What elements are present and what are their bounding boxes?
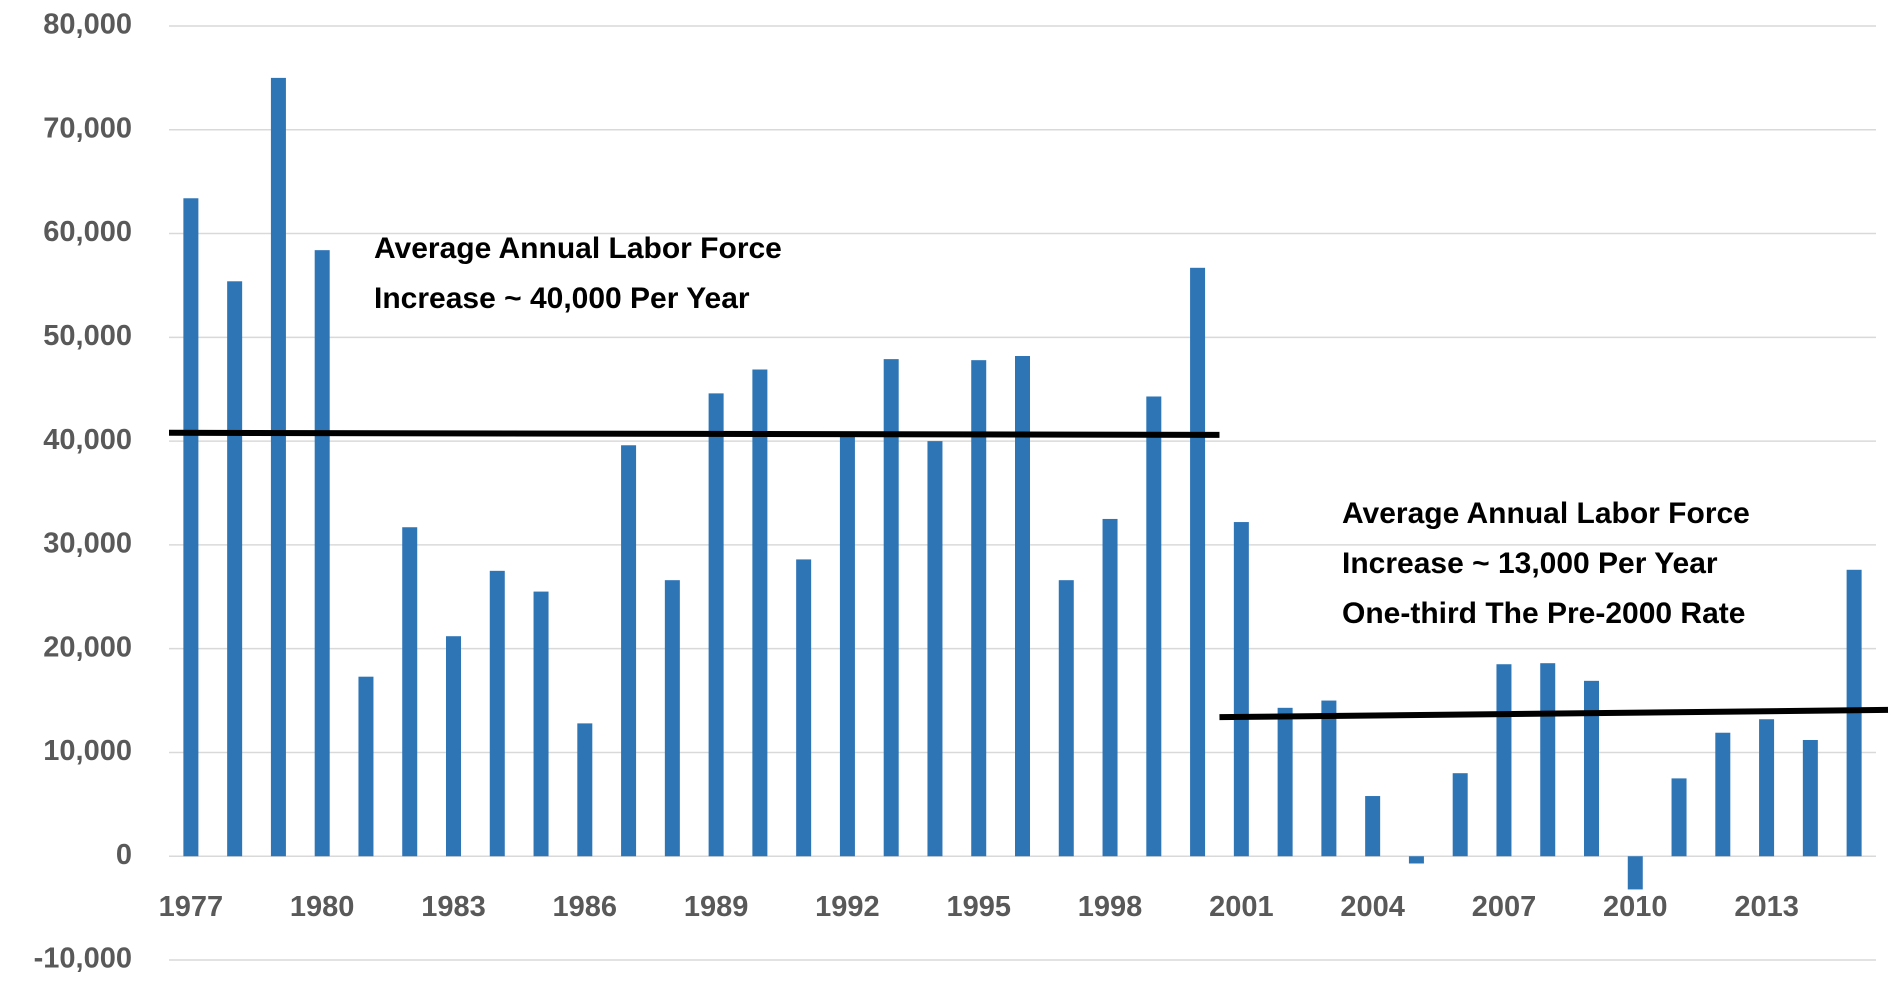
bar bbox=[664, 580, 680, 857]
bar bbox=[270, 77, 286, 857]
x-tick-label: 1992 bbox=[815, 891, 880, 923]
bar bbox=[927, 441, 943, 857]
y-tick-label: 50,000 bbox=[43, 320, 132, 352]
bar bbox=[1496, 664, 1512, 857]
bar bbox=[577, 723, 593, 857]
bar bbox=[1233, 522, 1249, 857]
x-tick-label: 1995 bbox=[946, 891, 1011, 923]
bar bbox=[1408, 856, 1424, 864]
x-tick-label: 2007 bbox=[1472, 891, 1537, 923]
bar bbox=[1715, 732, 1731, 857]
bar bbox=[1452, 773, 1468, 857]
bar bbox=[971, 360, 987, 857]
bar bbox=[1190, 267, 1206, 857]
y-tick-label: 0 bbox=[116, 839, 132, 871]
annotation: Average Annual Labor Force bbox=[374, 232, 782, 265]
bar bbox=[1102, 518, 1118, 857]
bar bbox=[883, 359, 899, 857]
x-tick-label: 2010 bbox=[1603, 891, 1668, 923]
bar bbox=[1321, 700, 1337, 857]
bar bbox=[1146, 396, 1162, 857]
x-tick-label: 2013 bbox=[1734, 891, 1799, 923]
x-tick-label: 1998 bbox=[1078, 891, 1143, 923]
annotation: One-third The Pre-2000 Rate bbox=[1342, 597, 1745, 630]
bar bbox=[402, 527, 418, 857]
bar bbox=[1627, 856, 1643, 890]
x-tick-label: 2004 bbox=[1340, 891, 1405, 923]
x-tick-label: 1977 bbox=[159, 891, 224, 923]
bar bbox=[796, 559, 812, 857]
bar bbox=[839, 435, 855, 857]
bar bbox=[183, 198, 199, 857]
bar bbox=[227, 281, 243, 857]
bar bbox=[1802, 739, 1818, 857]
bar bbox=[1759, 719, 1775, 857]
bar bbox=[1584, 680, 1599, 857]
y-tick-label: 60,000 bbox=[43, 216, 132, 248]
bar bbox=[358, 676, 374, 857]
y-tick-label: 40,000 bbox=[43, 424, 132, 456]
bar bbox=[446, 636, 461, 857]
trend-line bbox=[168, 429, 1220, 438]
bar bbox=[1671, 778, 1687, 857]
x-tick-label: 1980 bbox=[290, 891, 355, 923]
y-tick-label: -10,000 bbox=[34, 943, 132, 975]
bar bbox=[1058, 580, 1074, 857]
y-tick-label: 80,000 bbox=[43, 9, 132, 41]
bar bbox=[1365, 796, 1381, 857]
x-tick-label: 1989 bbox=[684, 891, 749, 923]
annotation: Average Annual Labor Force bbox=[1342, 497, 1750, 530]
annotation: Increase ~ 13,000 Per Year bbox=[1342, 547, 1718, 580]
trend-line bbox=[1219, 706, 1889, 721]
x-tick-label: 2001 bbox=[1209, 891, 1274, 923]
y-tick-label: 10,000 bbox=[43, 735, 132, 767]
bar bbox=[708, 393, 724, 857]
bar bbox=[752, 369, 768, 857]
bar bbox=[1015, 356, 1030, 857]
bar bbox=[1277, 707, 1293, 857]
bar bbox=[621, 445, 637, 857]
bar bbox=[1540, 663, 1556, 857]
y-tick-label: 70,000 bbox=[43, 112, 132, 144]
annotation: Increase ~ 40,000 Per Year bbox=[374, 282, 750, 315]
x-tick-label: 1983 bbox=[421, 891, 486, 923]
y-tick-label: 30,000 bbox=[43, 528, 132, 560]
y-tick-label: 20,000 bbox=[43, 631, 132, 663]
bar bbox=[533, 591, 549, 857]
x-tick-label: 1986 bbox=[553, 891, 618, 923]
bar bbox=[314, 250, 330, 857]
bar bbox=[489, 570, 505, 857]
